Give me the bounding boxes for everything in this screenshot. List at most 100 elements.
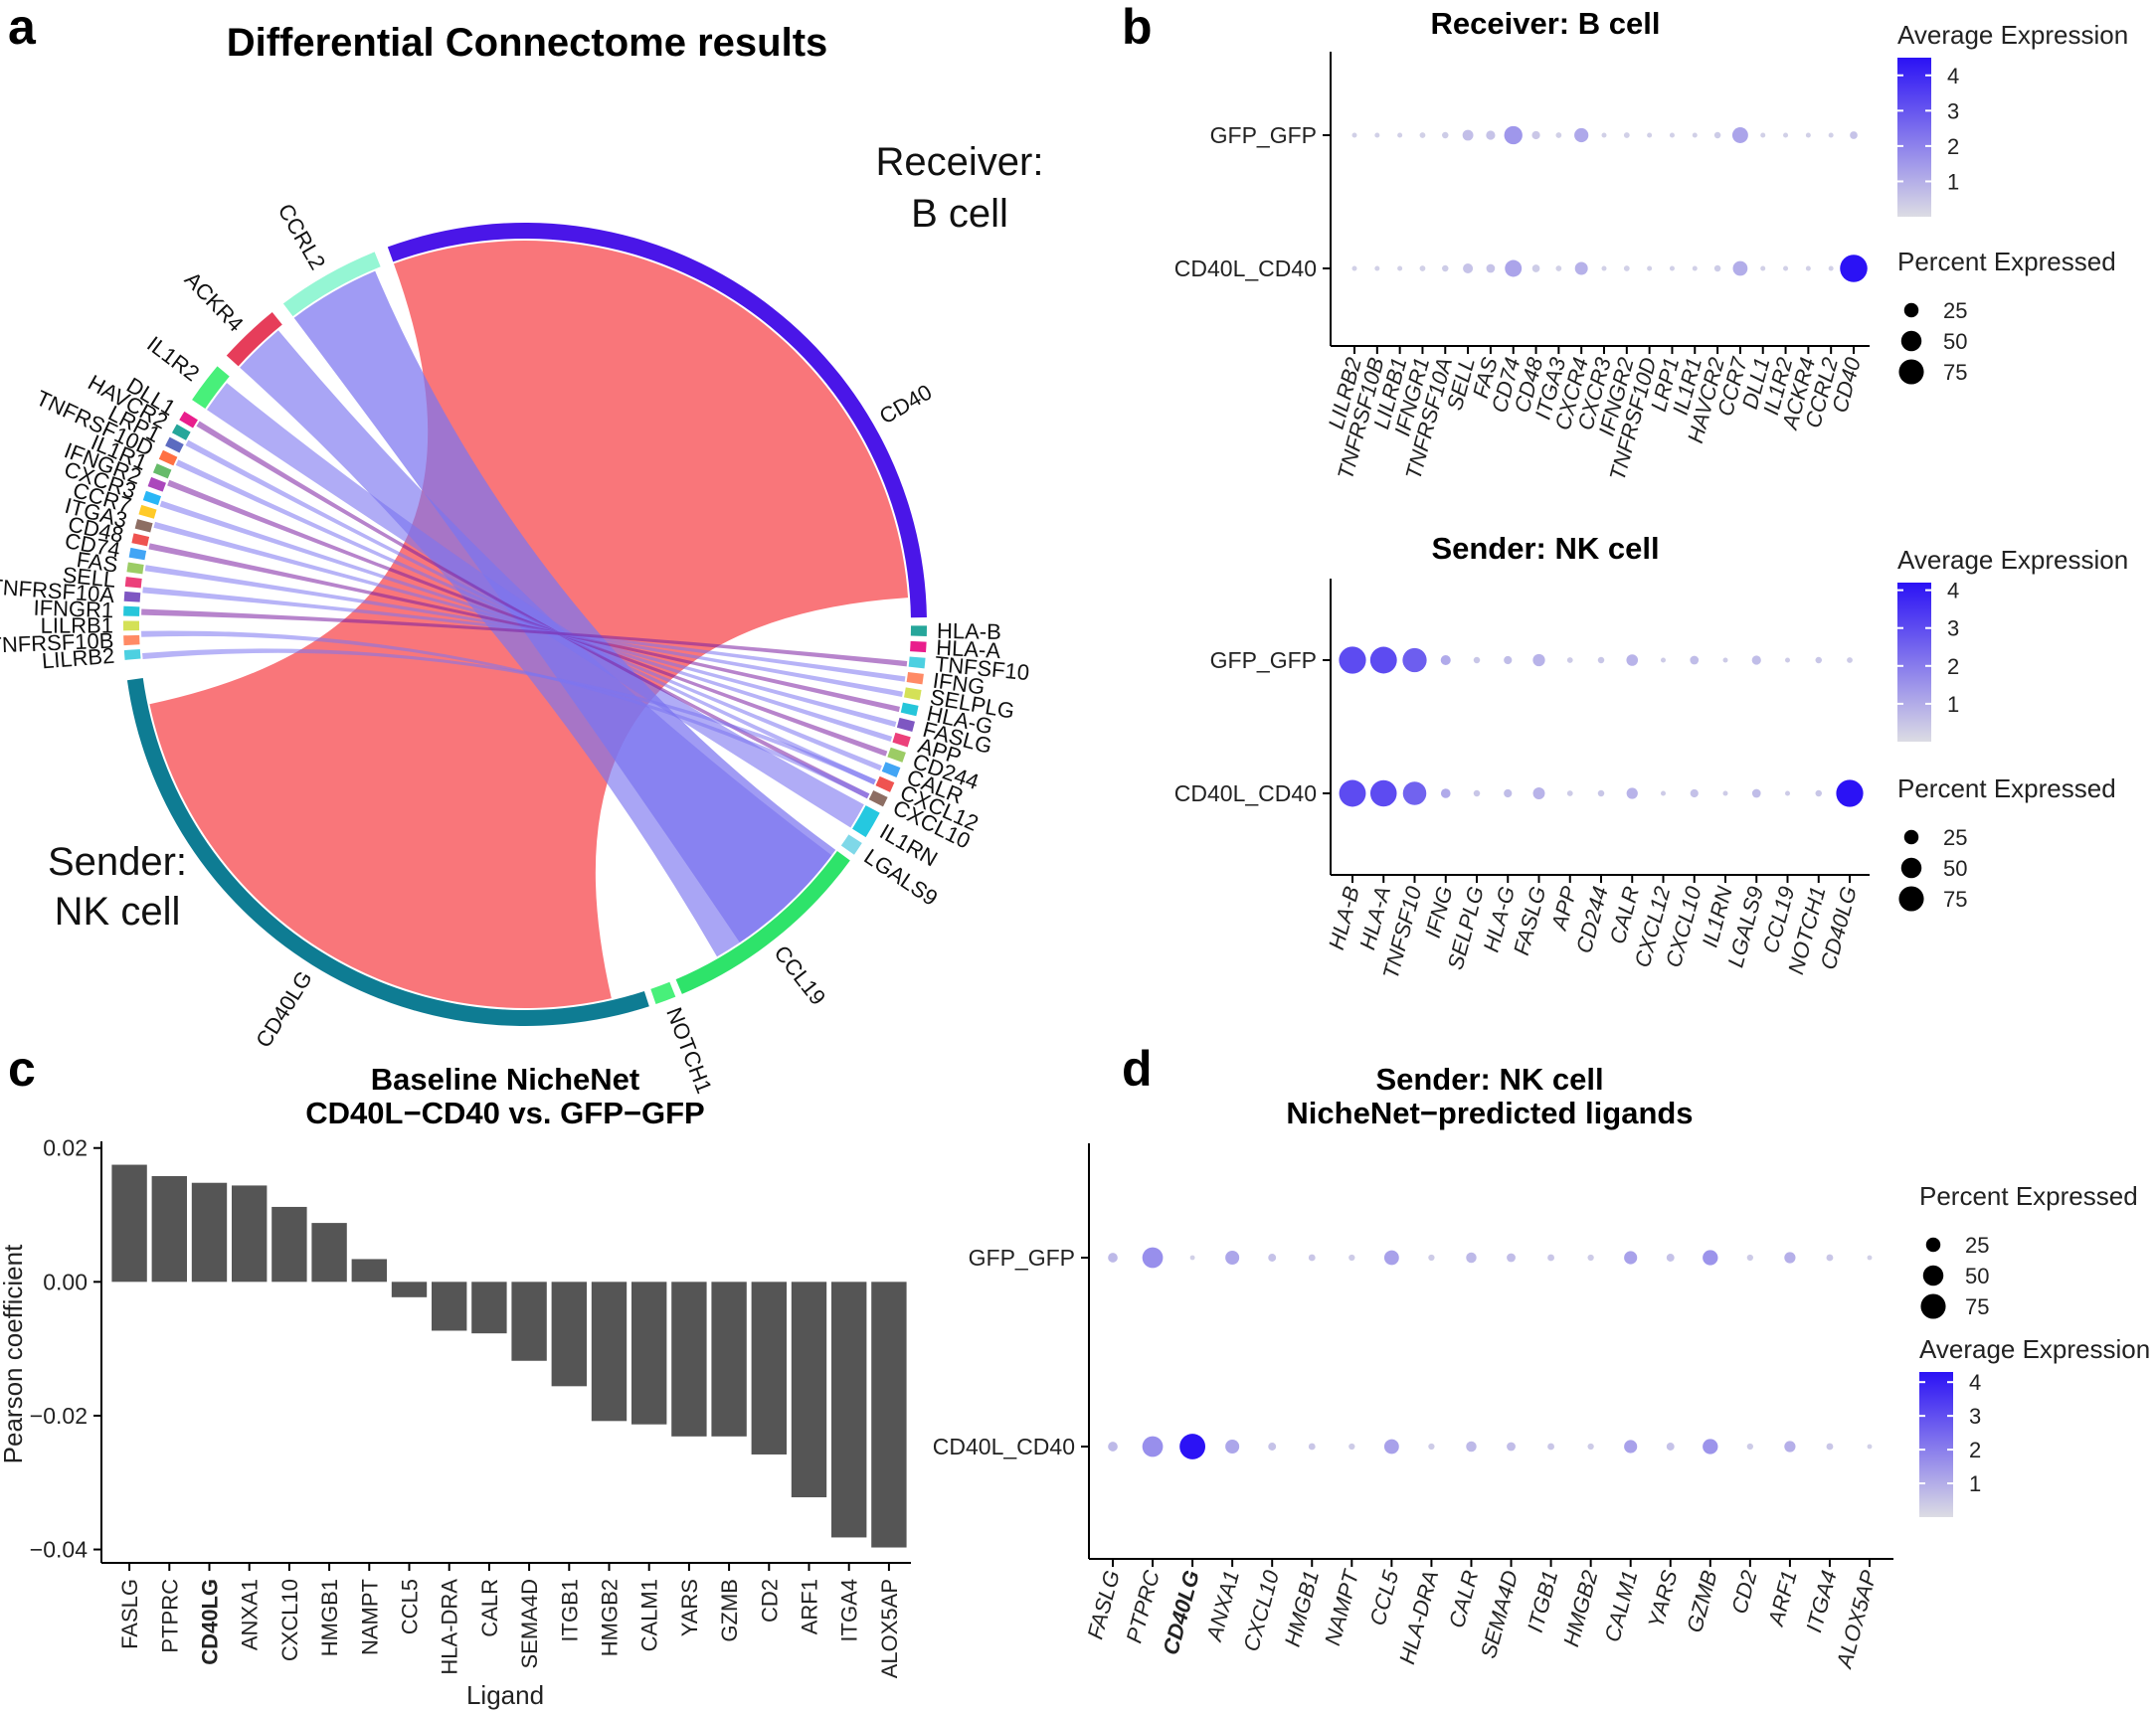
- x-tick-label: FASLG: [117, 1579, 142, 1649]
- gene-label-receiver: ACKR4: [180, 266, 249, 336]
- size-legend-label: 25: [1943, 825, 1967, 850]
- arc-receiver-small: [179, 411, 198, 428]
- y-axis-title: Pearson coefficient: [0, 1244, 28, 1463]
- ribbon-minor: [185, 439, 876, 785]
- ribbon-minor: [142, 587, 906, 682]
- x-tick-label: CALM1: [637, 1579, 662, 1651]
- bar: [631, 1282, 667, 1425]
- row-label: CD40L_CD40: [1174, 780, 1317, 806]
- arc-receiver-small: [171, 424, 191, 440]
- receiver-label-line2: B cell: [911, 192, 1008, 236]
- dot: [1713, 131, 1721, 139]
- gene-label-sender: CCL19: [769, 941, 830, 1009]
- dotplot-receiver: Receiver: B cellGFP_GFPCD40L_CD40LILRB2T…: [1174, 6, 2128, 483]
- dot: [1647, 265, 1653, 271]
- dot: [1826, 1443, 1834, 1451]
- x-tick-label: HLA-DRA: [438, 1579, 462, 1675]
- x-tick-label: CXCL10: [277, 1579, 302, 1661]
- size-legend-label: 25: [1965, 1233, 1989, 1258]
- dot: [1626, 787, 1638, 799]
- bar: [151, 1175, 187, 1283]
- dot: [1751, 788, 1761, 798]
- x-tick-label: ARF1: [1763, 1568, 1802, 1630]
- color-bar-label: 2: [1947, 134, 1959, 159]
- x-tick-label: ITGA4: [1801, 1568, 1842, 1635]
- dot: [1504, 655, 1513, 665]
- dot: [1383, 1250, 1399, 1266]
- dot: [1507, 1253, 1516, 1263]
- size-legend-label: 75: [1965, 1294, 1989, 1319]
- y-tick-label: 0.00: [43, 1269, 88, 1294]
- size-legend-dot: [1898, 359, 1924, 385]
- dot: [1505, 259, 1523, 277]
- dot: [1760, 132, 1766, 138]
- dot: [1666, 1443, 1675, 1451]
- dot: [1504, 788, 1513, 798]
- y-tick-label: −0.02: [30, 1403, 88, 1429]
- bar: [311, 1223, 347, 1283]
- gene-label-receiver: TNFRSF10B: [0, 628, 114, 658]
- dot: [1690, 788, 1699, 798]
- dot: [1189, 1255, 1195, 1261]
- size-legend-label: 50: [1943, 329, 1967, 354]
- dot: [1815, 789, 1822, 797]
- dot: [1555, 265, 1562, 271]
- gene-label-sender: CD40LG: [251, 966, 317, 1052]
- ribbon-CCL19-ACKR4: [240, 330, 832, 957]
- panel-a: a Differential Connectome results Receiv…: [0, 0, 1043, 1097]
- bar: [591, 1282, 628, 1422]
- dot: [1268, 1443, 1277, 1451]
- size-legend-dot: [1898, 886, 1924, 912]
- row-label: GFP_GFP: [1210, 647, 1317, 673]
- x-tick-label: CD2: [757, 1579, 782, 1623]
- ribbon-minor: [148, 543, 900, 713]
- dot: [1504, 125, 1523, 145]
- dot: [1419, 132, 1426, 138]
- gene-label-receiver: FAS: [75, 547, 119, 578]
- dot: [1397, 265, 1403, 271]
- gene-label-receiver: LILRB1: [41, 612, 113, 637]
- arc-sender-small: [908, 656, 926, 669]
- dot: [1703, 1439, 1718, 1455]
- dot: [1339, 779, 1366, 807]
- y-tick-label: −0.04: [30, 1537, 88, 1563]
- dot: [1348, 1443, 1355, 1451]
- dot: [1587, 1443, 1594, 1451]
- arc-sender-small: [881, 762, 901, 777]
- dot: [1397, 132, 1403, 138]
- arc-receiver-small: [123, 649, 141, 660]
- arc-receiver-small: [126, 562, 144, 575]
- dot: [1555, 132, 1562, 138]
- x-tick-label: CD40LG: [1158, 1568, 1204, 1657]
- arc-receiver-small: [138, 504, 157, 519]
- dot: [1108, 1442, 1118, 1452]
- color-bar: [1897, 58, 1931, 217]
- bar: [551, 1282, 587, 1387]
- x-tick-label: ANXA1: [1201, 1568, 1244, 1645]
- dot: [1428, 1443, 1435, 1451]
- dot: [1587, 1254, 1594, 1262]
- dot: [1547, 1254, 1555, 1262]
- dot: [1442, 131, 1449, 139]
- dot: [1692, 265, 1698, 271]
- dot: [1624, 1440, 1638, 1454]
- dot: [1805, 132, 1811, 138]
- plot-title: NicheNet−predicted ligands: [1286, 1096, 1693, 1130]
- dot: [1597, 656, 1605, 664]
- dot: [1428, 1254, 1435, 1262]
- axes: [1323, 52, 1870, 354]
- size-legend-dot: [1900, 857, 1922, 879]
- x-tick-label: SEMA4D: [517, 1579, 542, 1668]
- dot: [1867, 1255, 1873, 1261]
- dot: [1369, 779, 1397, 807]
- color-bar-label: 4: [1947, 64, 1959, 88]
- bar: [432, 1282, 467, 1331]
- x-tick-label: ARF1: [798, 1579, 822, 1634]
- ribbon-minor: [141, 608, 908, 667]
- arc-ACKR4: [226, 312, 282, 367]
- panel-label-b: b: [1122, 0, 1153, 55]
- arc-receiver-small: [123, 620, 140, 631]
- dot: [1623, 132, 1630, 138]
